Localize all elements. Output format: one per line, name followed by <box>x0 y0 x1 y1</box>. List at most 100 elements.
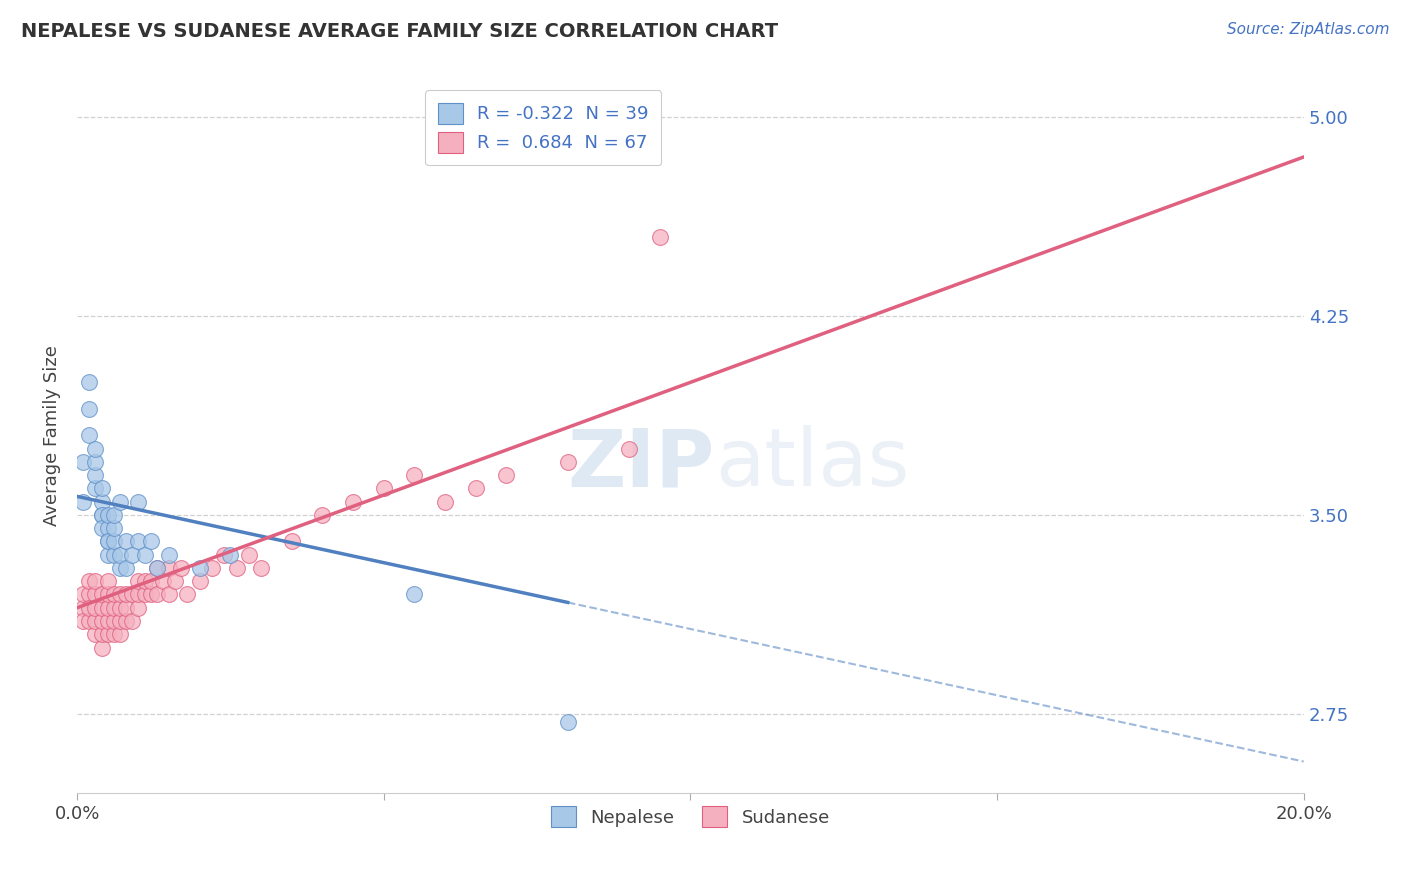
Point <box>176 587 198 601</box>
Point <box>108 494 131 508</box>
Point <box>127 534 149 549</box>
Point <box>84 455 107 469</box>
Point <box>97 521 120 535</box>
Point <box>201 561 224 575</box>
Point <box>342 494 364 508</box>
Point <box>97 548 120 562</box>
Point <box>103 548 125 562</box>
Point <box>90 494 112 508</box>
Point <box>214 548 236 562</box>
Point <box>84 627 107 641</box>
Point <box>79 401 101 416</box>
Point <box>84 482 107 496</box>
Point <box>103 587 125 601</box>
Point <box>79 614 101 628</box>
Point <box>373 482 395 496</box>
Point <box>219 548 242 562</box>
Point <box>146 561 169 575</box>
Point <box>139 587 162 601</box>
Point <box>97 508 120 522</box>
Text: Source: ZipAtlas.com: Source: ZipAtlas.com <box>1226 22 1389 37</box>
Point <box>103 627 125 641</box>
Point <box>311 508 333 522</box>
Point <box>134 587 156 601</box>
Point <box>157 561 180 575</box>
Point <box>103 614 125 628</box>
Point <box>188 561 211 575</box>
Point <box>84 442 107 456</box>
Point <box>108 627 131 641</box>
Point <box>72 587 94 601</box>
Point <box>84 614 107 628</box>
Point <box>121 614 143 628</box>
Text: ZIP: ZIP <box>568 425 714 503</box>
Point <box>79 428 101 442</box>
Point <box>134 548 156 562</box>
Point <box>115 534 138 549</box>
Point <box>103 521 125 535</box>
Point <box>108 548 131 562</box>
Point <box>121 587 143 601</box>
Point <box>72 494 94 508</box>
Point <box>79 587 101 601</box>
Point <box>225 561 247 575</box>
Y-axis label: Average Family Size: Average Family Size <box>44 345 60 525</box>
Point <box>127 587 149 601</box>
Point <box>281 534 304 549</box>
Point <box>434 494 457 508</box>
Point <box>72 614 94 628</box>
Point <box>188 574 211 589</box>
Point <box>90 521 112 535</box>
Point <box>157 587 180 601</box>
Point <box>97 534 120 549</box>
Point <box>108 614 131 628</box>
Point <box>108 561 131 575</box>
Point <box>617 442 640 456</box>
Point <box>404 587 426 601</box>
Point <box>103 600 125 615</box>
Point <box>79 376 101 390</box>
Point <box>115 614 138 628</box>
Point <box>72 455 94 469</box>
Legend: Nepalese, Sudanese: Nepalese, Sudanese <box>544 799 837 834</box>
Point <box>648 229 671 244</box>
Point <box>84 468 107 483</box>
Point <box>97 627 120 641</box>
Point <box>90 482 112 496</box>
Point <box>127 494 149 508</box>
Point <box>495 468 517 483</box>
Text: NEPALESE VS SUDANESE AVERAGE FAMILY SIZE CORRELATION CHART: NEPALESE VS SUDANESE AVERAGE FAMILY SIZE… <box>21 22 778 41</box>
Point <box>97 534 120 549</box>
Point <box>115 561 138 575</box>
Point <box>238 548 260 562</box>
Point <box>90 640 112 655</box>
Point <box>97 614 120 628</box>
Point <box>103 534 125 549</box>
Point <box>103 508 125 522</box>
Point <box>84 600 107 615</box>
Point <box>134 574 156 589</box>
Point <box>557 714 579 729</box>
Point <box>170 561 193 575</box>
Point <box>404 468 426 483</box>
Point <box>157 548 180 562</box>
Point <box>84 587 107 601</box>
Point <box>97 587 120 601</box>
Point <box>97 600 120 615</box>
Point <box>79 574 101 589</box>
Point <box>90 600 112 615</box>
Point <box>127 600 149 615</box>
Point <box>84 574 107 589</box>
Point <box>165 574 187 589</box>
Point <box>127 574 149 589</box>
Point <box>139 574 162 589</box>
Point <box>97 574 120 589</box>
Point <box>121 548 143 562</box>
Text: atlas: atlas <box>714 425 910 503</box>
Point <box>557 455 579 469</box>
Point <box>108 587 131 601</box>
Point <box>90 587 112 601</box>
Point <box>108 600 131 615</box>
Point <box>464 482 486 496</box>
Point <box>79 600 101 615</box>
